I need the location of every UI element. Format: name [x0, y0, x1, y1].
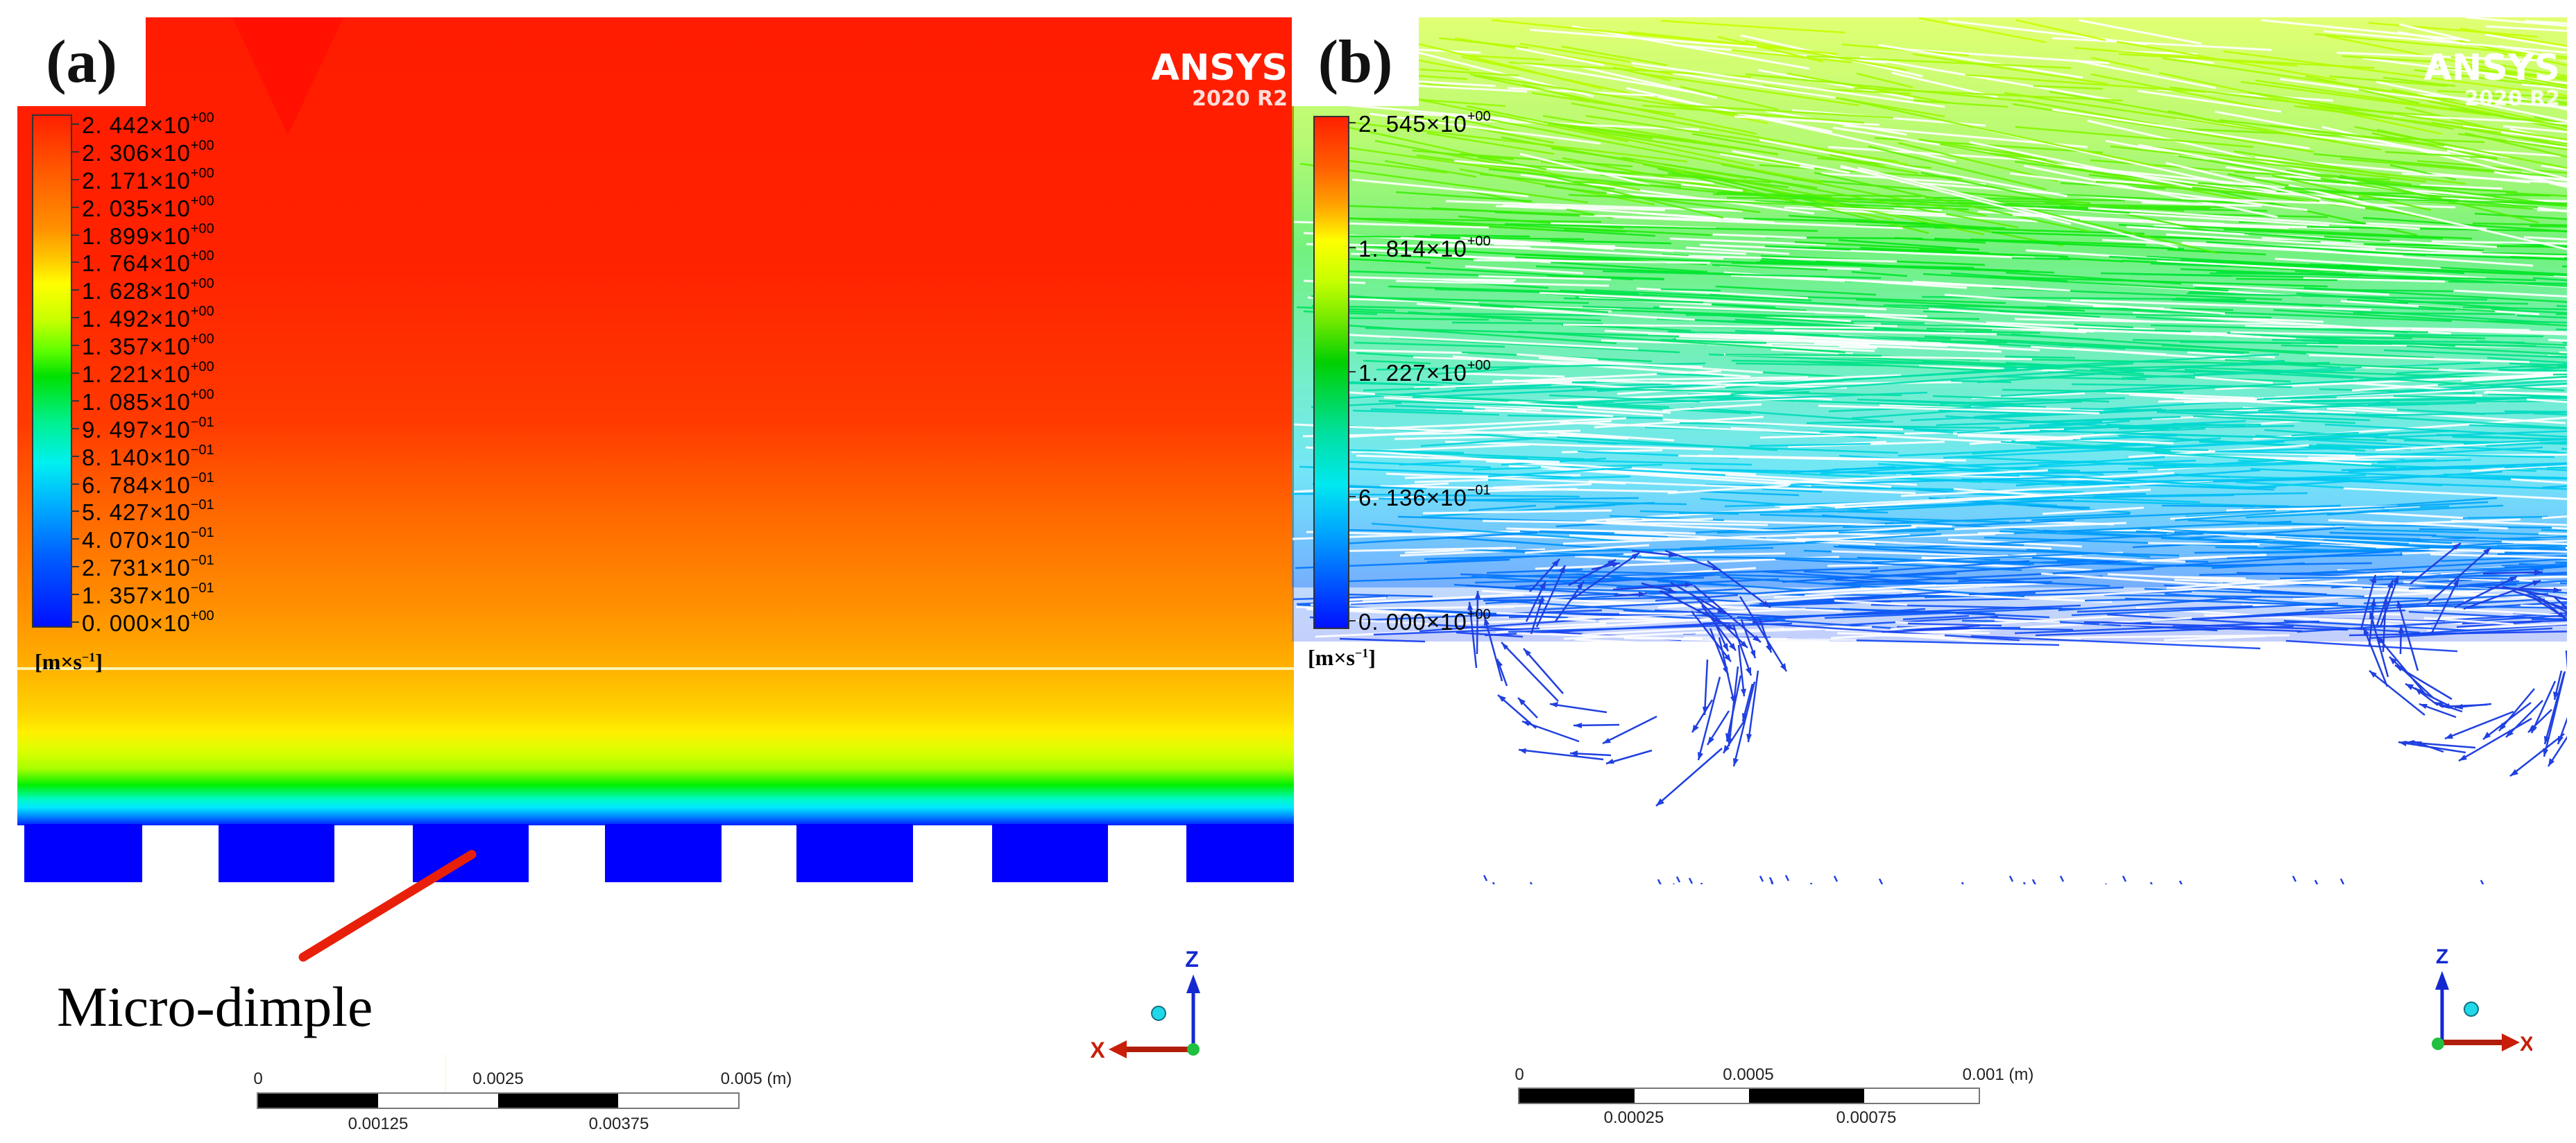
scale-bar — [257, 1092, 740, 1109]
legend-value: 2. 731×10−01 — [82, 553, 214, 581]
scale-label: 0 — [1515, 1065, 1524, 1084]
svg-text:X: X — [1090, 1038, 1105, 1063]
legend-value: 0. 000×10+00 — [82, 608, 214, 636]
legend-tick — [1349, 122, 1356, 123]
scale-label: 0.00125 — [348, 1115, 409, 1133]
legend-value: 0. 000×10+00 — [1358, 607, 1491, 635]
legend-tick — [72, 510, 79, 513]
ansys-watermark: ANSYS 2020 R2 — [2423, 47, 2560, 111]
legend-tick — [72, 538, 79, 540]
legend-tick — [72, 234, 79, 236]
legend-tick — [72, 178, 79, 180]
legend-value: 6. 136×10−01 — [1358, 482, 1491, 510]
velocity-contour-field — [17, 17, 1294, 825]
legend-units: [m×s−1] — [35, 649, 103, 674]
scale-label: 0.00025 — [1603, 1108, 1664, 1127]
legend-value: 1. 899×10+00 — [82, 221, 214, 249]
micro-dimple — [24, 824, 142, 882]
legend-tick — [72, 483, 79, 485]
legend-value: 2. 545×10+00 — [1358, 109, 1491, 137]
legend-value: 1. 357×10+00 — [82, 332, 214, 360]
axis-triad: Z X — [2432, 945, 2532, 1056]
contour-band-line — [17, 667, 1294, 670]
legend-value: 1. 357×10−01 — [82, 581, 214, 609]
axis-triad: Z X — [1090, 947, 1200, 1063]
svg-text:Z: Z — [1185, 947, 1199, 972]
micro-dimple — [796, 824, 913, 882]
legend-tick — [1349, 620, 1356, 621]
legend-value: 8. 140×10−01 — [82, 442, 214, 470]
color-legend-bar — [1313, 116, 1349, 629]
legend-value: 1. 221×10+00 — [82, 359, 214, 387]
svg-text:X: X — [2520, 1033, 2532, 1056]
scale-label: 0.00075 — [1836, 1108, 1897, 1127]
legend-value: 1. 764×10+00 — [82, 248, 214, 277]
legend-tick — [72, 345, 79, 347]
legend-value: 2. 442×10+00 — [82, 110, 214, 138]
legend-value: 5. 427×10−01 — [82, 497, 214, 526]
svg-text:Z: Z — [2436, 945, 2448, 968]
legend-tick — [72, 261, 79, 264]
legend-tick — [72, 317, 79, 319]
scale-label: 0.005 (m) — [720, 1069, 792, 1088]
velocity-vector-field — [1292, 17, 2567, 884]
legend-tick — [72, 151, 79, 153]
velocity-vectors — [1292, 17, 2567, 884]
scale-label: 0.0025 — [472, 1069, 524, 1088]
legend-tick — [1349, 371, 1356, 372]
micro-dimple — [219, 824, 334, 882]
legend-value: 1. 492×10+00 — [82, 304, 214, 332]
legend-value: 2. 171×10+00 — [82, 165, 214, 194]
ansys-watermark: ANSYS 2020 R2 — [1151, 47, 1288, 111]
legend-tick — [72, 289, 79, 291]
legend-tick — [72, 594, 79, 596]
color-legend-bar — [32, 114, 72, 628]
scale-label: 0.0005 — [1723, 1065, 1774, 1084]
legend-value: 4. 070×10−01 — [82, 525, 214, 553]
legend-tick — [72, 427, 79, 429]
legend-value: 1. 814×10+00 — [1358, 233, 1491, 261]
micro-dimple — [605, 824, 722, 882]
micro-dimple — [992, 824, 1108, 882]
legend-value: 1. 227×10+00 — [1358, 358, 1491, 386]
legend-value: 6. 784×10−01 — [82, 470, 214, 498]
panel-label-a: (a) — [17, 17, 146, 106]
legend-tick — [72, 123, 79, 125]
scale-label: 0 — [253, 1069, 263, 1088]
legend-tick — [72, 566, 79, 568]
legend-value: 2. 306×10+00 — [82, 137, 214, 166]
legend-value: 1. 085×10+00 — [82, 386, 214, 415]
scale-label: 0.00375 — [588, 1115, 649, 1133]
scale-label: 0.001 (m) — [1962, 1065, 2034, 1084]
legend-tick — [1349, 495, 1356, 497]
legend-tick — [72, 206, 79, 208]
legend-value: 9. 497×10−01 — [82, 414, 214, 442]
legend-tick — [72, 372, 79, 374]
legend-units: [m×s−1] — [1308, 645, 1376, 670]
legend-tick — [72, 455, 79, 457]
contour-artifact — [232, 17, 343, 135]
panel-label-b: (b) — [1292, 17, 1419, 106]
micro-dimple — [1186, 824, 1294, 882]
legend-tick — [72, 621, 79, 623]
legend-tick — [1349, 246, 1356, 248]
legend-value: 1. 628×10+00 — [82, 276, 214, 304]
legend-value: 2. 035×10+00 — [82, 193, 214, 221]
micro-dimple-label: Micro-dimple — [57, 975, 373, 1038]
legend-tick — [72, 399, 79, 402]
scale-bar — [1518, 1088, 1980, 1104]
